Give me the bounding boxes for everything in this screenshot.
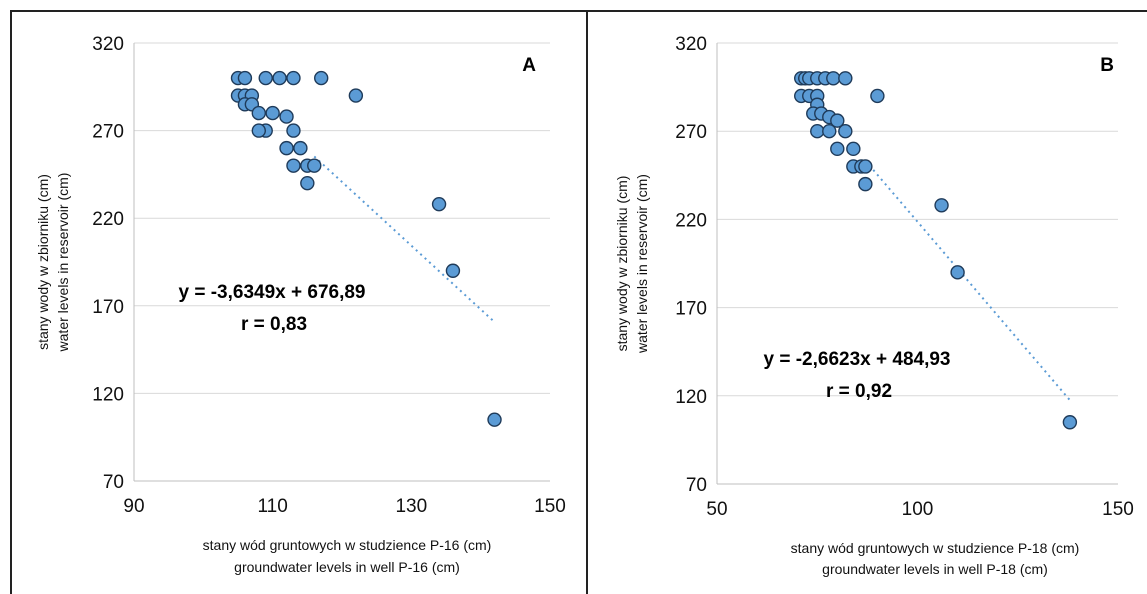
- data-point: [258, 70, 273, 86]
- panel-a-chart: 70 120 170 220 270 320 90 110 130 150 Ay = -3,6349…: [35, 34, 566, 575]
- data-point: [272, 70, 287, 86]
- y-tick-label: 270: [675, 122, 707, 143]
- x-tick-label: 150: [534, 496, 566, 517]
- x-tick-label: 130: [395, 496, 427, 517]
- panel-label: B: [1100, 55, 1114, 76]
- panel-b-chart: 70 120 170 220 270 320 50 100 150 By = -2,6623x +…: [614, 34, 1134, 577]
- y-tick-label: 120: [92, 384, 124, 405]
- x-axis-label-line: stany wód gruntowych w studzience P-18 (…: [791, 540, 1080, 556]
- data-point: [251, 123, 266, 138]
- data-point: [846, 141, 861, 157]
- y-axis-label-line: stany wody w zbiorniku (cm): [35, 174, 51, 350]
- regression-equation: y = -2,6623x + 484,93: [764, 349, 951, 370]
- data-point: [431, 196, 447, 212]
- y-tick-label: 270: [92, 122, 124, 143]
- data-point: [838, 71, 853, 86]
- data-point: [445, 263, 461, 278]
- y-tick-label: 170: [675, 299, 707, 320]
- y-tick-label: 220: [92, 209, 124, 230]
- data-point: [251, 105, 266, 121]
- data-point: [950, 265, 965, 280]
- data-point: [286, 123, 301, 138]
- y-axis-label-line: water levels in reservoir (cm): [634, 174, 650, 354]
- y-axis-label-line: water levels in reservoir (cm): [55, 173, 71, 353]
- data-point: [286, 70, 301, 86]
- x-tick-label: 100: [902, 499, 934, 520]
- data-point: [830, 141, 845, 157]
- y-tick-label: 70: [686, 475, 707, 496]
- data-point: [826, 71, 841, 86]
- data-point: [870, 88, 885, 104]
- data-point: [822, 123, 837, 139]
- data-point: [237, 70, 253, 86]
- data-point: [858, 159, 873, 174]
- x-tick-label: 110: [258, 496, 288, 517]
- x-tick-label: 150: [1102, 499, 1134, 520]
- x-tick-label: 50: [706, 499, 727, 520]
- regression-equation: y = -3,6349x + 676,89: [179, 282, 366, 303]
- data-point: [279, 109, 294, 124]
- correlation-coefficient: r = 0,92: [826, 381, 892, 402]
- y-tick-label: 120: [675, 387, 707, 408]
- data-point: [487, 412, 502, 427]
- x-axis-label-line: groundwater levels in well P-18 (cm): [822, 561, 1048, 577]
- data-point: [858, 176, 873, 192]
- x-tick-label: 90: [123, 496, 144, 517]
- panel-label: A: [522, 55, 536, 76]
- panel-b-frame: [586, 10, 1147, 594]
- data-point: [300, 175, 315, 191]
- data-point: [838, 123, 853, 139]
- data-point: [279, 140, 294, 156]
- data-point: [810, 123, 825, 139]
- data-point: [830, 113, 845, 128]
- data-point: [265, 105, 280, 121]
- correlation-coefficient: r = 0,83: [241, 314, 307, 335]
- y-tick-label: 70: [103, 472, 124, 493]
- data-point: [307, 158, 322, 173]
- data-point: [314, 70, 329, 86]
- data-point: [293, 140, 308, 156]
- y-tick-label: 320: [675, 34, 707, 55]
- data-point: [286, 158, 301, 173]
- y-tick-label: 320: [92, 34, 124, 55]
- data-point: [934, 198, 949, 213]
- data-point: [348, 88, 364, 103]
- x-axis-label-line: groundwater levels in well P-16 (cm): [234, 559, 460, 575]
- data-point: [1062, 415, 1078, 430]
- y-tick-label: 170: [92, 297, 124, 318]
- y-tick-label: 220: [675, 210, 707, 231]
- y-axis-label-line: stany wody w zbiorniku (cm): [614, 176, 630, 352]
- x-axis-label-line: stany wód gruntowych w studzience P-16 (…: [203, 537, 492, 553]
